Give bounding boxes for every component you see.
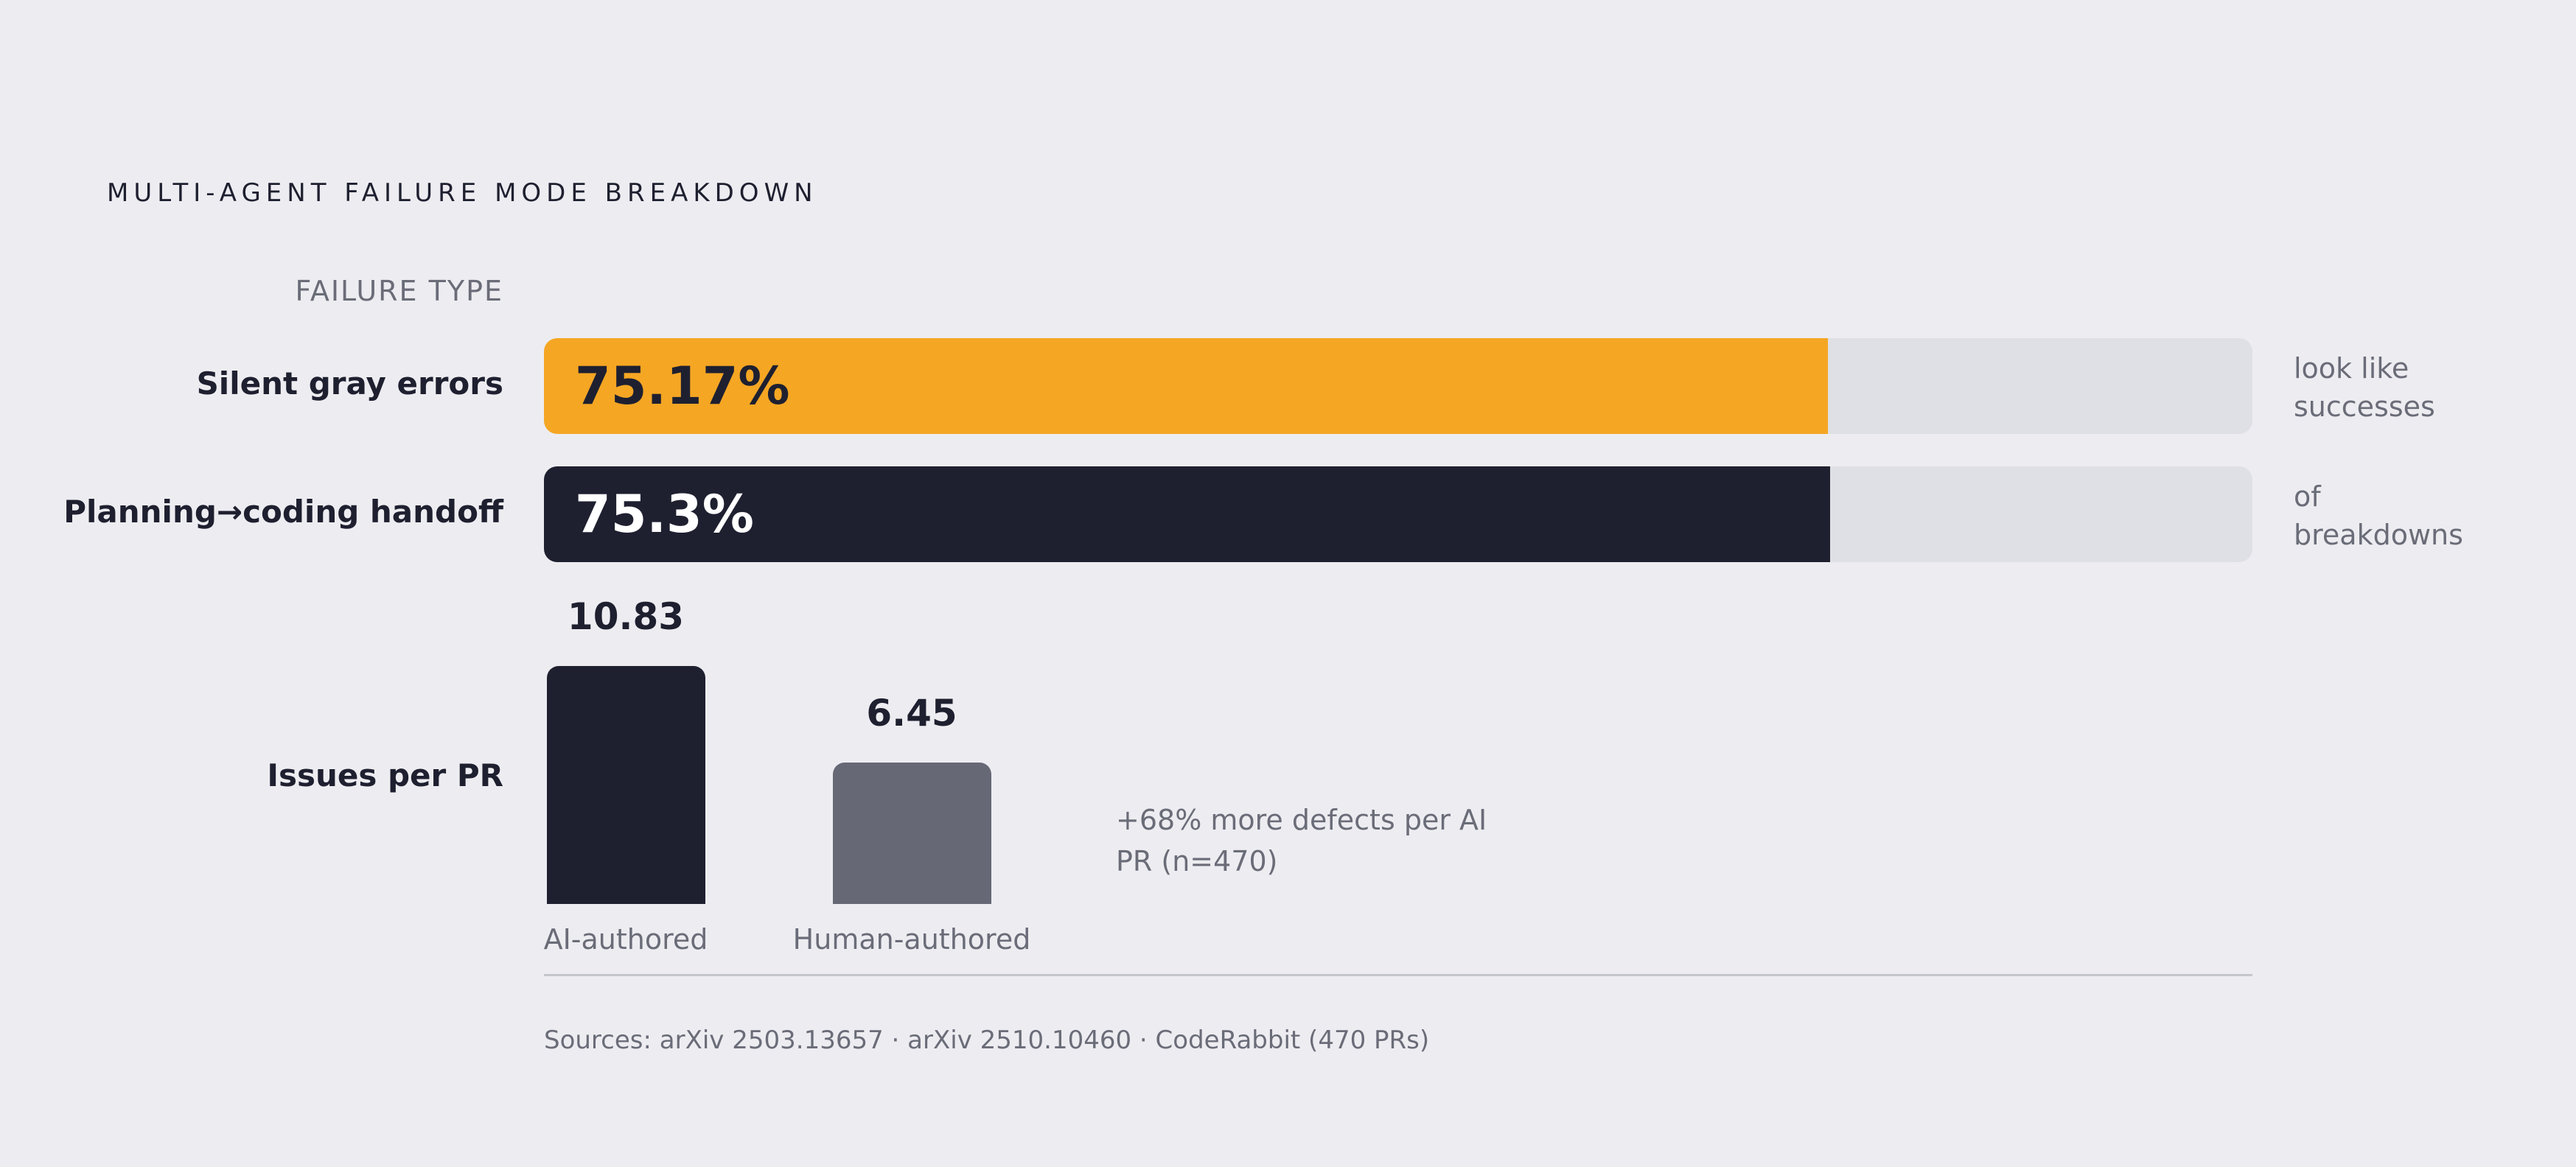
sources-footnote: Sources: arXiv 2503.13657 · arXiv 2510.1… [544, 1026, 1430, 1055]
divider-line [544, 974, 2252, 976]
bar-track-planning-coding-handoff: 75.3% [544, 466, 2252, 562]
category-label-ai-authored: AI-authored [543, 923, 708, 956]
row-label-issues-per-pr: Issues per PR [267, 757, 503, 793]
bar-track-silent-gray-errors: 75.17% [544, 338, 2252, 434]
bar-ai-authored [546, 666, 705, 904]
chart-title: MULTI-AGENT FAILURE MODE BREAKDOWN [107, 178, 818, 208]
row-label-silent-gray-errors: Silent gray errors [196, 365, 503, 402]
axis-label-failure-type: FAILURE TYPE [295, 275, 503, 307]
bar-human-authored [832, 762, 991, 904]
bar-value-label-human-authored: 6.45 [866, 691, 957, 735]
bar-value-label-planning-coding-handoff: 75.3% [575, 484, 754, 544]
bar-value-label-ai-authored: 10.83 [567, 595, 685, 638]
bar-value-label-silent-gray-errors: 75.17% [575, 356, 790, 416]
bar-planning-coding-handoff [544, 466, 1831, 562]
row-label-planning-coding-handoff: Planning→coding handoff [63, 494, 503, 530]
note-look-like-successes: look like successes [2294, 352, 2435, 423]
note-of-breakdowns: of breakdowns [2294, 480, 2463, 551]
bar-silent-gray-errors [544, 338, 1829, 434]
category-label-human-authored: Human-authored [792, 923, 1031, 956]
annotation-more-defects: +68% more defects per AI PR (n=470) [1116, 804, 1487, 877]
